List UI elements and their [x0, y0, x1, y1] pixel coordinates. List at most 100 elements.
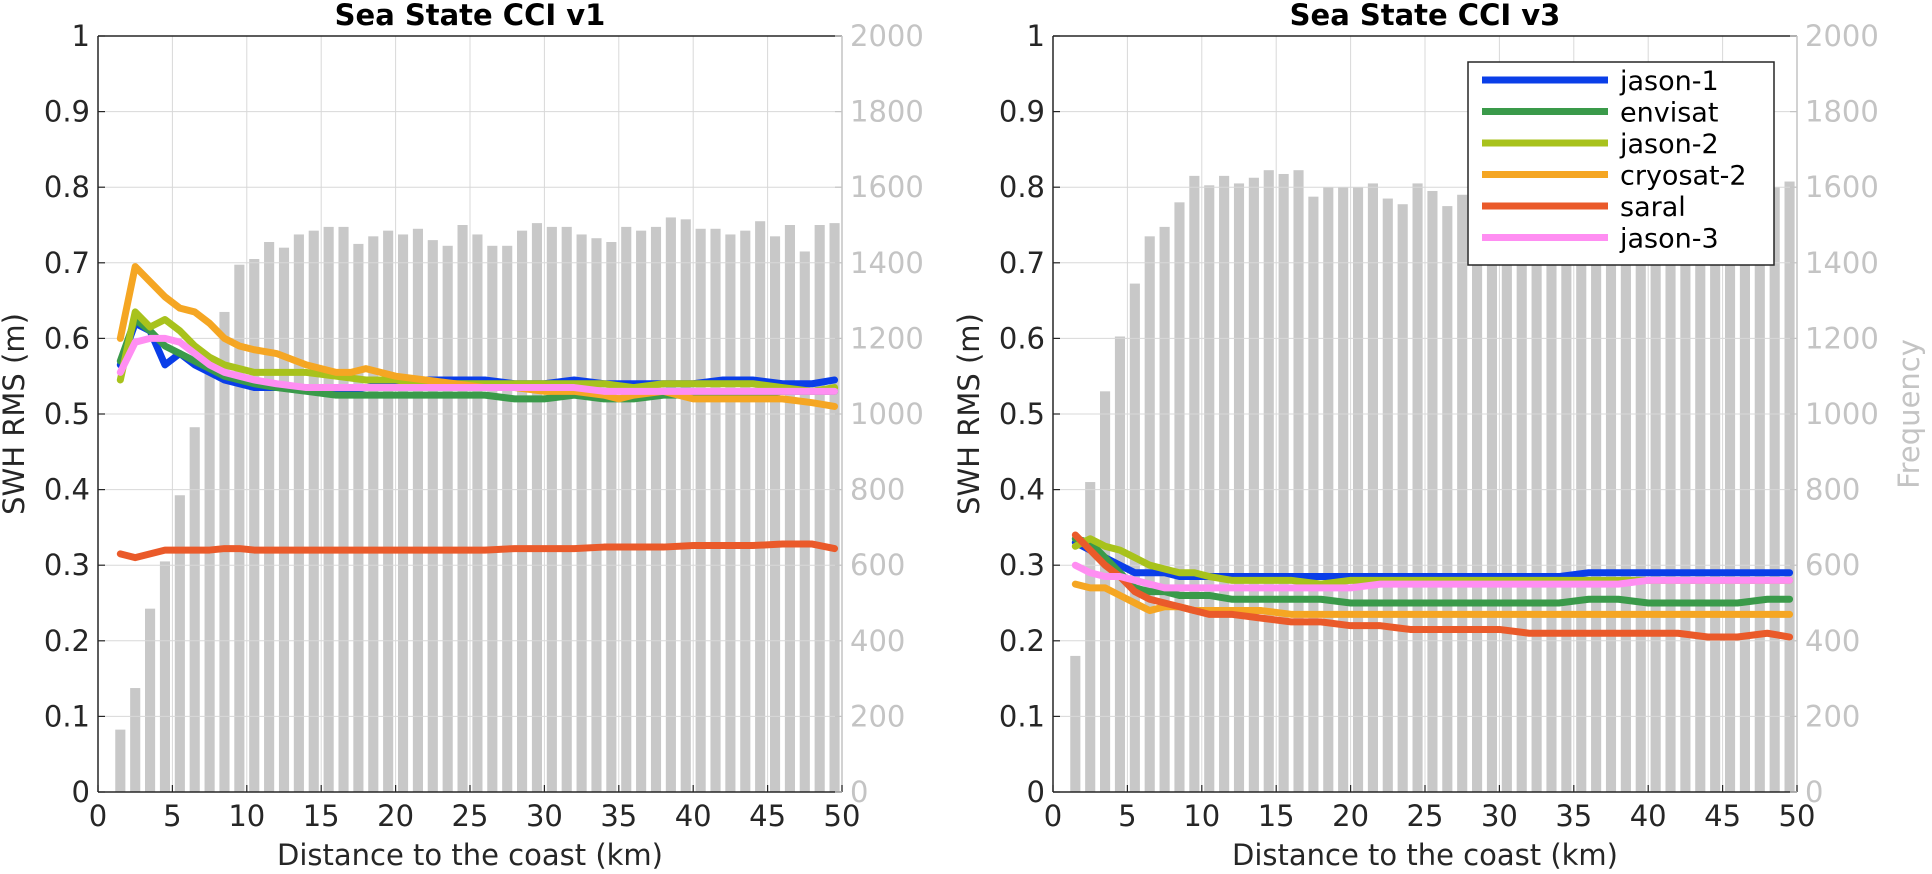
histogram-bar — [412, 228, 423, 792]
y-tick-label: 0.1 — [999, 699, 1045, 733]
histogram-bar — [1159, 226, 1170, 792]
legend-label-saral: saral — [1620, 192, 1686, 223]
histogram-bar — [1263, 170, 1274, 792]
histogram-bar — [487, 245, 498, 793]
histogram-bar — [799, 251, 810, 792]
y2-tick-label: 600 — [850, 548, 905, 582]
histogram-bar — [1427, 190, 1438, 793]
chart-panel-v3: 0 5 10 15 20 25 30 35 40 45 5000.10.20.30.40.50.60… — [952, 0, 1926, 872]
legend-box — [1467, 61, 1775, 266]
y2-tick-label: 2000 — [1805, 19, 1879, 53]
legend-item-jason-1: jason-1 — [1482, 66, 1719, 97]
y-tick-label: 0.6 — [999, 321, 1045, 355]
x-tick-label: 50 — [1779, 799, 1816, 833]
histogram-bar — [338, 226, 349, 792]
x-tick-label: 20 — [1332, 799, 1369, 833]
histogram-bar — [323, 226, 334, 792]
x-axis-label: Distance to the coast (km) — [1232, 838, 1618, 872]
histogram-bar — [650, 226, 662, 792]
x-tick-label: 5 — [1118, 799, 1136, 833]
x-tick-label: 40 — [675, 799, 712, 833]
legend-label-jason-1: jason-1 — [1619, 66, 1719, 97]
histogram-bar — [115, 729, 126, 792]
histogram-bar — [710, 228, 721, 792]
x-tick-label: 45 — [749, 799, 786, 833]
y-tick-label: 0 — [72, 775, 90, 809]
histogram-bar — [1650, 202, 1661, 792]
y-tick-label: 0.7 — [999, 246, 1045, 280]
x-tick-label: 0 — [89, 799, 107, 833]
histogram-bar — [1144, 236, 1155, 793]
y-axis-label: SWH RMS (m) — [952, 313, 986, 515]
x-tick-label: 30 — [1481, 799, 1518, 833]
chart-title: Sea State CCI v1 — [335, 0, 606, 32]
histogram-bar — [561, 226, 572, 792]
y2-tick-label: 1400 — [1805, 246, 1879, 280]
series-line-saral — [116, 540, 839, 562]
x-tick-label: 50 — [824, 799, 861, 833]
histogram-bar — [1561, 204, 1572, 792]
y-tick-labels: 0 0.1 0.2 0.3 0.4 0.5 0.6 0.7 0.8 0.9 1 — [44, 19, 105, 809]
y2-tick-label: 600 — [1805, 548, 1860, 582]
histogram-bar — [189, 427, 200, 792]
x-tick-label: 0 — [1044, 799, 1062, 833]
histogram-bar — [502, 245, 513, 793]
histogram-bar — [1665, 202, 1676, 792]
histogram-bar — [1531, 200, 1542, 792]
histogram-bar — [725, 234, 736, 792]
histogram-bar — [174, 495, 185, 792]
histogram-bar — [159, 561, 171, 792]
histogram-bar — [1308, 196, 1319, 792]
legend-label-jason-3: jason-3 — [1619, 224, 1719, 255]
y-tick-labels: 0 0.1 0.2 0.3 0.4 0.5 0.6 0.7 0.8 0.9 1 — [999, 19, 1060, 809]
y-tick-label: 0.7 — [44, 246, 90, 280]
y-tick-label: 0.5 — [999, 397, 1045, 431]
x-tick-label: 10 — [228, 799, 265, 833]
y-tick-label: 0.2 — [44, 624, 90, 658]
histogram-bar — [278, 247, 290, 792]
y-tick-label: 0.2 — [999, 624, 1045, 658]
histogram-bar — [368, 236, 379, 793]
y-tick-label: 0.9 — [999, 95, 1045, 129]
x-tick-label: 15 — [1258, 799, 1295, 833]
histogram-bar — [1382, 198, 1393, 793]
y-tick-label: 1 — [1027, 19, 1045, 53]
histogram-bar — [204, 362, 215, 792]
y2-tick-label: 1800 — [1805, 95, 1879, 129]
histogram-bar — [1739, 194, 1750, 792]
y2-tick-label: 0 — [850, 775, 868, 809]
histogram-bar — [1204, 185, 1215, 792]
y2-tick-label: 1000 — [850, 397, 924, 431]
histogram-bar — [1293, 170, 1304, 792]
legend-item-jason-2: jason-2 — [1482, 129, 1719, 160]
histogram-bar — [397, 234, 409, 792]
histogram-bar — [1129, 283, 1140, 792]
histogram-bar — [130, 688, 141, 792]
histogram-bar — [457, 225, 468, 792]
legend-item-jason-3: jason-3 — [1482, 224, 1719, 255]
histogram-bar — [1486, 194, 1498, 792]
histogram-bar — [517, 230, 528, 793]
y-tick-label: 0.5 — [44, 397, 90, 431]
y2-tick-labels: 0 200 400 600 800 1000 1200 1400 1600 1800 2000 — [1790, 19, 1879, 809]
x-tick-label: 15 — [303, 799, 340, 833]
grid-lines — [98, 36, 842, 792]
histogram-bar — [353, 243, 364, 792]
x-tick-label: 25 — [1407, 799, 1444, 833]
series-line-jason-3 — [116, 334, 839, 395]
histogram-bar — [1367, 183, 1378, 793]
histogram-bar — [1784, 181, 1795, 792]
histogram-bar — [249, 259, 260, 792]
y-tick-label: 0.4 — [44, 473, 90, 507]
histogram-bar — [1174, 202, 1185, 792]
histogram-bar — [1070, 655, 1081, 792]
y2-tick-label: 1000 — [1805, 397, 1879, 431]
histogram-bar — [680, 219, 691, 792]
x-tick-labels: 0 5 10 15 20 25 30 35 40 45 50 — [89, 785, 861, 833]
y2-tick-label: 1600 — [1805, 170, 1879, 204]
histogram-bar — [784, 225, 795, 792]
x-tick-label: 45 — [1704, 799, 1741, 833]
histogram-bar — [1635, 198, 1646, 793]
series-line-jason-2 — [116, 308, 839, 395]
legend-label-jason-2: jason-2 — [1619, 129, 1719, 160]
